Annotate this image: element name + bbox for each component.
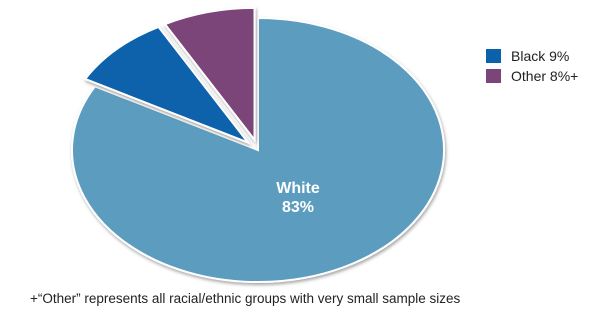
legend-label-black: Black 9% xyxy=(511,48,570,64)
slice-label-white-value: 83% xyxy=(282,199,314,216)
legend-item-other: Other 8%+ xyxy=(486,66,578,86)
footnote: +“Other” represents all racial/ethnic gr… xyxy=(30,291,461,306)
legend-item-black: Black 9% xyxy=(486,46,578,66)
pie-slices xyxy=(71,6,446,283)
pie-slice-other xyxy=(163,6,256,143)
pie-chart-canvas: White 83% xyxy=(71,6,446,283)
legend-swatch-other xyxy=(486,69,501,83)
pie-slice-white xyxy=(71,16,446,283)
legend-label-other: Other 8%+ xyxy=(511,68,579,84)
legend: Black 9% Other 8%+ xyxy=(486,46,578,86)
legend-swatch-black xyxy=(486,49,501,63)
pie-slice-black xyxy=(83,25,252,145)
slice-label-white-name: White xyxy=(276,180,320,197)
